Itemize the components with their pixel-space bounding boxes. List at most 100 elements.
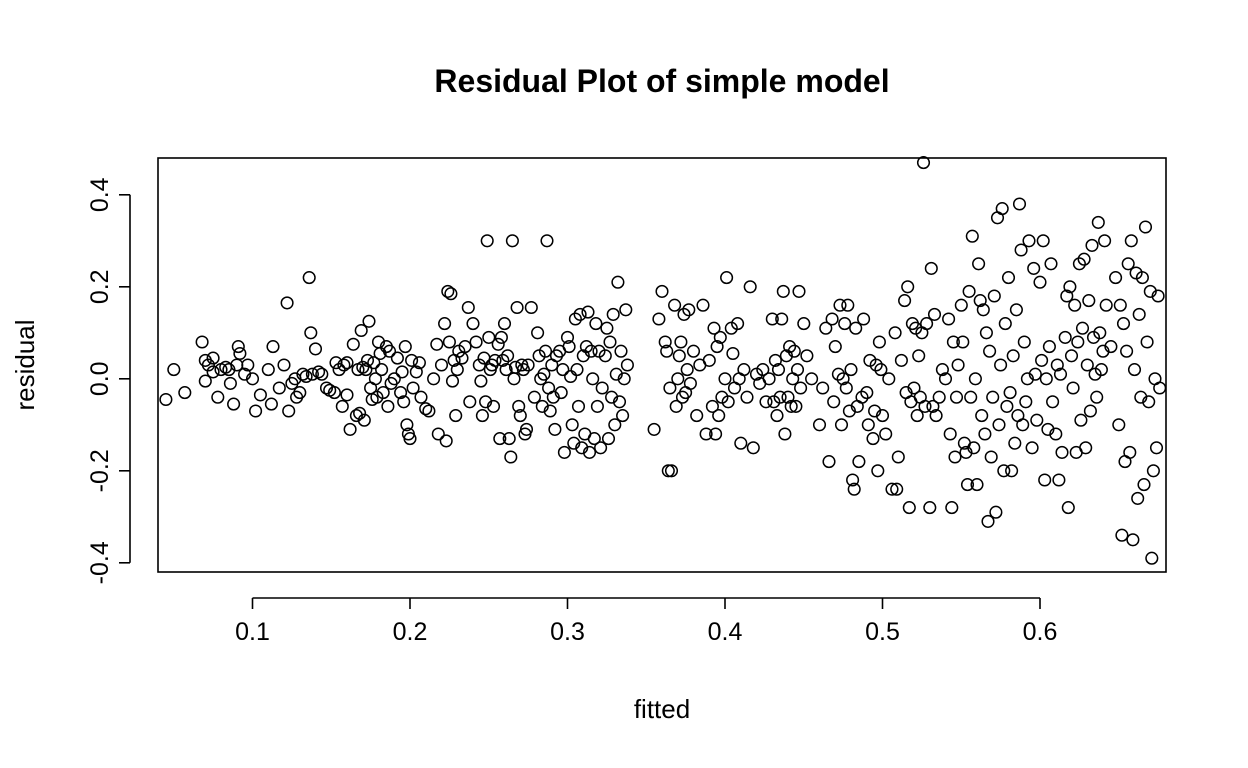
- data-point: [668, 298, 682, 312]
- data-point: [245, 372, 260, 386]
- data-point: [1115, 528, 1129, 542]
- data-point: [562, 340, 576, 354]
- data-point: [206, 351, 220, 365]
- data-point: [1131, 491, 1145, 505]
- data-point: [970, 478, 984, 492]
- data-point: [461, 300, 475, 315]
- data-point: [902, 501, 916, 515]
- data-point: [978, 427, 992, 441]
- data-point: [1050, 358, 1064, 372]
- data-point: [984, 450, 998, 464]
- data-point: [564, 369, 578, 384]
- data-point: [159, 392, 173, 407]
- data-point: [253, 388, 267, 402]
- data-point: [705, 399, 719, 413]
- data-point: [838, 317, 852, 331]
- data-point: [871, 464, 885, 478]
- x-tick-label: 0.3: [550, 618, 585, 646]
- data-point: [1075, 321, 1090, 335]
- data-point: [762, 372, 776, 386]
- data-point: [472, 358, 486, 372]
- data-point: [340, 388, 354, 402]
- data-point: [664, 464, 679, 478]
- data-point: [1046, 395, 1060, 409]
- data-point: [860, 386, 874, 400]
- data-point: [616, 409, 630, 423]
- data-point: [1153, 381, 1167, 395]
- data-point: [486, 399, 501, 413]
- data-point: [846, 473, 860, 487]
- data-point: [327, 386, 341, 400]
- data-point: [535, 399, 549, 413]
- data-point: [357, 413, 371, 427]
- data-point: [868, 404, 882, 418]
- data-point: [986, 390, 1000, 404]
- data-point: [1058, 330, 1072, 344]
- data-point: [480, 234, 494, 248]
- data-point: [1053, 367, 1068, 381]
- data-point: [1124, 234, 1138, 248]
- data-point: [1014, 243, 1028, 257]
- data-point: [951, 358, 965, 372]
- data-point: [707, 321, 721, 335]
- data-point: [332, 363, 346, 377]
- data-point: [560, 330, 575, 344]
- data-point: [765, 312, 779, 326]
- data-point: [1090, 390, 1104, 404]
- data-point: [463, 395, 477, 409]
- data-point: [702, 353, 716, 367]
- data-point: [543, 404, 557, 418]
- data-point: [579, 340, 593, 354]
- data-point: [682, 303, 696, 317]
- data-point: [491, 337, 505, 351]
- y-axis: -0.4 -0.2 0.0 0.2 0.4: [86, 177, 131, 584]
- data-point: [1060, 289, 1074, 303]
- data-point: [652, 312, 666, 326]
- data-point: [771, 363, 786, 377]
- data-point: [794, 381, 808, 395]
- data-point: [458, 340, 472, 354]
- data-point: [261, 363, 275, 377]
- data-point: [737, 363, 751, 377]
- data-point: [598, 349, 612, 363]
- data-point: [527, 390, 541, 404]
- data-point: [238, 367, 252, 381]
- data-point: [362, 314, 376, 328]
- data-point: [469, 335, 483, 349]
- data-point: [516, 363, 530, 377]
- data-point: [833, 298, 847, 312]
- data-point: [910, 409, 924, 423]
- data-point: [603, 335, 617, 349]
- data-point: [315, 367, 329, 381]
- data-point: [488, 353, 502, 367]
- data-point: [431, 427, 445, 441]
- data-point: [779, 349, 793, 363]
- data-point: [805, 372, 819, 386]
- data-point: [1079, 441, 1093, 455]
- data-point: [710, 340, 724, 354]
- data-point: [1035, 353, 1049, 367]
- data-point: [998, 317, 1012, 331]
- data-point: [557, 445, 571, 459]
- data-point: [1116, 317, 1131, 331]
- plot-frame: [157, 157, 1167, 573]
- data-point: [222, 363, 236, 377]
- data-point: [1025, 441, 1039, 455]
- data-point: [1068, 298, 1082, 312]
- data-point: [773, 390, 787, 404]
- data-point: [414, 390, 428, 404]
- y-tick-label: -0.4: [86, 541, 114, 584]
- data-point: [888, 326, 902, 340]
- data-point: [885, 482, 899, 496]
- data-point: [932, 390, 946, 404]
- data-point: [595, 381, 609, 395]
- data-point: [776, 284, 790, 298]
- data-point: [962, 284, 976, 298]
- data-point: [1121, 257, 1135, 271]
- data-point: [834, 418, 849, 432]
- data-point: [992, 418, 1006, 432]
- data-point: [375, 363, 389, 377]
- data-point: [584, 344, 598, 358]
- data-point: [376, 386, 390, 400]
- data-point: [721, 395, 735, 409]
